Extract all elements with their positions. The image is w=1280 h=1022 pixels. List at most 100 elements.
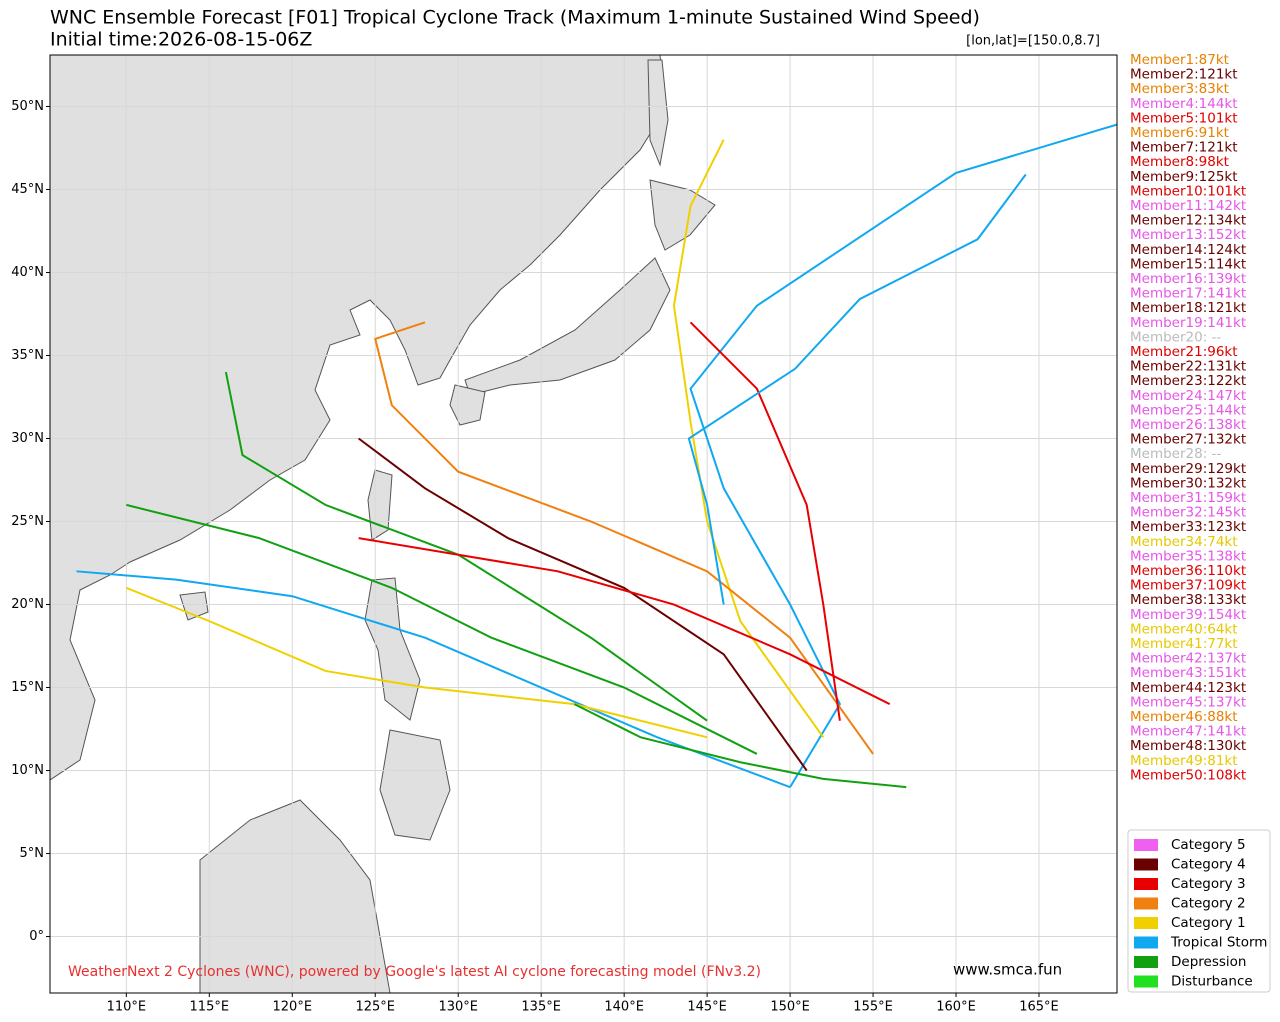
member-label: Member46:88kt bbox=[1130, 709, 1238, 725]
x-tick-label: 115°E bbox=[190, 1000, 230, 1015]
legend-swatch bbox=[1134, 936, 1158, 949]
mainland bbox=[50, 55, 666, 781]
member-label: Member13:152kt bbox=[1130, 227, 1246, 243]
member-label: Member19:141kt bbox=[1130, 315, 1246, 331]
member-label: Member34:74kt bbox=[1130, 534, 1238, 550]
visayas-mindanao bbox=[379, 729, 451, 841]
y-tick-label: 50°N bbox=[11, 99, 44, 114]
y-tick-label: 45°N bbox=[11, 182, 44, 197]
cyclone-track bbox=[358, 537, 891, 706]
member-label: Member5:101kt bbox=[1130, 110, 1238, 126]
cyclone-track bbox=[374, 321, 874, 755]
member-label: Member26:138kt bbox=[1130, 417, 1246, 433]
legend-swatch bbox=[1134, 917, 1158, 929]
chart-subtitle: Initial time:2026-08-15-06Z bbox=[50, 29, 312, 51]
x-tick-label: 160°E bbox=[936, 1000, 976, 1015]
member-label: Member49:81kt bbox=[1130, 753, 1238, 769]
x-tick-label: 150°E bbox=[770, 1000, 810, 1015]
legend-label: Category 5 bbox=[1171, 837, 1246, 853]
member-label: Member24:147kt bbox=[1130, 388, 1246, 404]
member-label: Member20: -- bbox=[1130, 329, 1221, 345]
cyclone-track bbox=[76, 570, 791, 789]
y-tick-label: 0° bbox=[29, 929, 44, 944]
member-label: Member3:83kt bbox=[1130, 81, 1229, 97]
kyushu bbox=[449, 384, 486, 426]
legend-label: Category 4 bbox=[1171, 857, 1246, 873]
x-tick-label: 130°E bbox=[438, 1000, 478, 1015]
member-label: Member28: -- bbox=[1130, 446, 1221, 462]
y-tick-label: 25°N bbox=[11, 514, 44, 529]
x-tick-label: 110°E bbox=[107, 1000, 147, 1015]
member-label: Member39:154kt bbox=[1130, 607, 1246, 623]
member-label: Member41:77kt bbox=[1130, 636, 1238, 652]
tracks bbox=[76, 123, 1117, 789]
member-label: Member27:132kt bbox=[1130, 432, 1246, 448]
legend-label: Category 2 bbox=[1171, 896, 1246, 912]
y-tick-label: 40°N bbox=[11, 265, 44, 280]
member-label: Member43:151kt bbox=[1130, 665, 1246, 681]
credit: WeatherNext 2 Cyclones (WNC), powered by… bbox=[68, 964, 761, 980]
legend-box bbox=[1127, 829, 1271, 993]
legend-swatch bbox=[1134, 839, 1158, 851]
member-label: Member47:141kt bbox=[1130, 724, 1246, 740]
member-label: Member17:141kt bbox=[1130, 286, 1246, 302]
website: www.smca.fun bbox=[953, 961, 1062, 979]
grid bbox=[50, 55, 1117, 993]
member-label: Member23:122kt bbox=[1130, 373, 1246, 389]
legend-label: Tropical Storm bbox=[1170, 935, 1267, 951]
member-label: Member31:159kt bbox=[1130, 490, 1246, 506]
member-label: Member8:98kt bbox=[1130, 154, 1229, 170]
y-tick-label: 30°N bbox=[11, 431, 44, 446]
x-tick-label: 120°E bbox=[273, 1000, 313, 1015]
member-label: Member2:121kt bbox=[1130, 67, 1238, 83]
member-label: Member35:138kt bbox=[1130, 548, 1246, 564]
member-label: Member36:110kt bbox=[1130, 563, 1246, 579]
legend-label: Depression bbox=[1171, 954, 1246, 970]
member-label: Member15:114kt bbox=[1130, 256, 1246, 272]
member-label: Member48:130kt bbox=[1130, 738, 1246, 754]
member-label: Member32:145kt bbox=[1130, 505, 1246, 521]
member-label: Member25:144kt bbox=[1130, 402, 1246, 418]
member-label: Member18:121kt bbox=[1130, 300, 1246, 316]
y-tick-label: 15°N bbox=[11, 680, 44, 695]
y-tick-label: 10°N bbox=[11, 763, 44, 778]
member-label: Member16:139kt bbox=[1130, 271, 1246, 287]
member-label: Member30:132kt bbox=[1130, 475, 1246, 491]
member-label: Member4:144kt bbox=[1130, 96, 1238, 112]
y-tick-label: 35°N bbox=[11, 348, 44, 363]
member-label: Member44:123kt bbox=[1130, 680, 1246, 696]
member-label: Member38:133kt bbox=[1130, 592, 1246, 608]
member-label: Member14:124kt bbox=[1130, 242, 1246, 258]
member-label: Member9:125kt bbox=[1130, 169, 1238, 185]
member-label: Member22:131kt bbox=[1130, 359, 1246, 375]
member-label: Member10:101kt bbox=[1130, 183, 1246, 199]
legend-swatch bbox=[1134, 956, 1158, 968]
member-label: Member37:109kt bbox=[1130, 578, 1246, 594]
hokkaido bbox=[649, 179, 716, 251]
member-label: Member40:64kt bbox=[1130, 621, 1238, 637]
cyclone-track bbox=[358, 437, 808, 772]
map-frame bbox=[49, 54, 1118, 994]
cyclone-track bbox=[689, 321, 841, 721]
x-tick-label: 140°E bbox=[604, 1000, 644, 1015]
legend-swatch bbox=[1134, 858, 1158, 871]
legend-swatch bbox=[1134, 878, 1158, 890]
sakhalin bbox=[647, 59, 669, 167]
legend-label: Category 1 bbox=[1171, 915, 1246, 931]
legend-label: Disturbance bbox=[1171, 974, 1253, 990]
x-tick-label: 165°E bbox=[1019, 1000, 1059, 1015]
chart-title: WNC Ensemble Forecast [F01] Tropical Cyc… bbox=[50, 7, 980, 29]
borneo bbox=[199, 799, 391, 993]
member-label: Member11:142kt bbox=[1130, 198, 1246, 214]
position-note: [lon,lat]=[150.0,8.7] bbox=[966, 34, 1100, 49]
member-label: Member21:96kt bbox=[1130, 344, 1238, 360]
cyclone-track bbox=[689, 123, 1117, 788]
y-tick-label: 5°N bbox=[20, 846, 45, 861]
cyclone-track bbox=[672, 139, 825, 738]
member-label: Member50:108kt bbox=[1130, 767, 1246, 783]
cyclone-track bbox=[125, 586, 708, 739]
legend-label: Category 3 bbox=[1171, 876, 1246, 892]
cyclone-track bbox=[126, 503, 758, 755]
member-label: Member6:91kt bbox=[1130, 125, 1229, 141]
